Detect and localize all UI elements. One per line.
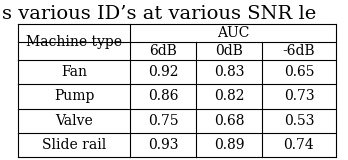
Text: 0.86: 0.86: [148, 89, 178, 103]
Text: Pump: Pump: [54, 89, 94, 103]
Text: AUC: AUC: [217, 26, 249, 40]
Text: 0.73: 0.73: [284, 89, 314, 103]
Text: Machine type: Machine type: [26, 35, 122, 49]
Text: 0.82: 0.82: [214, 89, 244, 103]
Text: 0.93: 0.93: [148, 138, 178, 152]
Text: 6dB: 6dB: [149, 44, 177, 58]
Text: 0.65: 0.65: [284, 65, 314, 79]
Text: 0dB: 0dB: [215, 44, 243, 58]
Text: -6dB: -6dB: [283, 44, 315, 58]
Text: 0.75: 0.75: [148, 114, 178, 128]
Text: 0.53: 0.53: [284, 114, 314, 128]
Text: Valve: Valve: [55, 114, 93, 128]
Text: 0.92: 0.92: [148, 65, 178, 79]
Text: s various ID’s at various SNR le: s various ID’s at various SNR le: [2, 5, 316, 23]
Text: Slide rail: Slide rail: [42, 138, 106, 152]
Text: Fan: Fan: [61, 65, 87, 79]
Text: 0.89: 0.89: [214, 138, 244, 152]
Text: 0.74: 0.74: [284, 138, 314, 152]
Text: 0.68: 0.68: [214, 114, 244, 128]
Text: 0.83: 0.83: [214, 65, 244, 79]
